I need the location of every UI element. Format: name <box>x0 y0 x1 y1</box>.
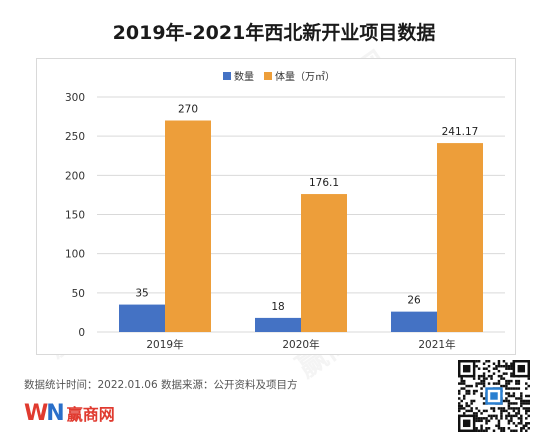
y-tick-label: 100 <box>65 249 85 261</box>
data-label: 26 <box>407 295 421 307</box>
y-tick-label: 200 <box>65 170 85 182</box>
x-tick-label: 2020年 <box>282 338 319 351</box>
legend-swatch <box>223 72 231 80</box>
bar <box>437 143 483 332</box>
bar-chart: 0 50 100 150 200 250 300 数量 体量（万㎡） 35 270 2019年 18 17… <box>65 70 505 351</box>
data-label: 241.17 <box>442 126 479 138</box>
logo-name: 赢商网 <box>66 405 115 424</box>
logo-icon: WN <box>24 400 65 426</box>
winshang-logo: WN 赢商网 <box>24 400 115 426</box>
y-tick-label: 300 <box>65 92 85 104</box>
x-tick-label: 2021年 <box>418 338 455 351</box>
bar <box>165 120 211 332</box>
legend-label: 数量 <box>234 70 254 83</box>
qr-code-icon <box>458 360 530 432</box>
page-title: 2019年-2021年西北新开业项目数据 <box>112 22 436 44</box>
legend-label: 体量（万㎡） <box>275 71 335 83</box>
footer-source-text: 数据统计时间：2022.01.06 数据来源：公开资料及项目方 <box>24 379 298 391</box>
bar <box>255 317 301 332</box>
chart-frame: 0 50 100 150 200 250 300 数量 体量（万㎡） 35 270 2019年 18 17… <box>36 58 516 355</box>
data-label: 18 <box>271 301 284 313</box>
x-tick-label: 2019年 <box>146 338 183 351</box>
data-label: 270 <box>178 104 198 116</box>
y-tick-label: 50 <box>72 288 85 300</box>
y-tick-label: 0 <box>78 327 85 339</box>
y-tick-label: 250 <box>65 131 85 143</box>
y-tick-label: 150 <box>65 210 85 222</box>
data-label: 176.1 <box>309 177 339 189</box>
bar <box>391 311 437 332</box>
data-label: 35 <box>135 288 148 300</box>
bar <box>301 194 347 332</box>
legend-swatch <box>264 72 272 80</box>
bar <box>119 304 165 332</box>
